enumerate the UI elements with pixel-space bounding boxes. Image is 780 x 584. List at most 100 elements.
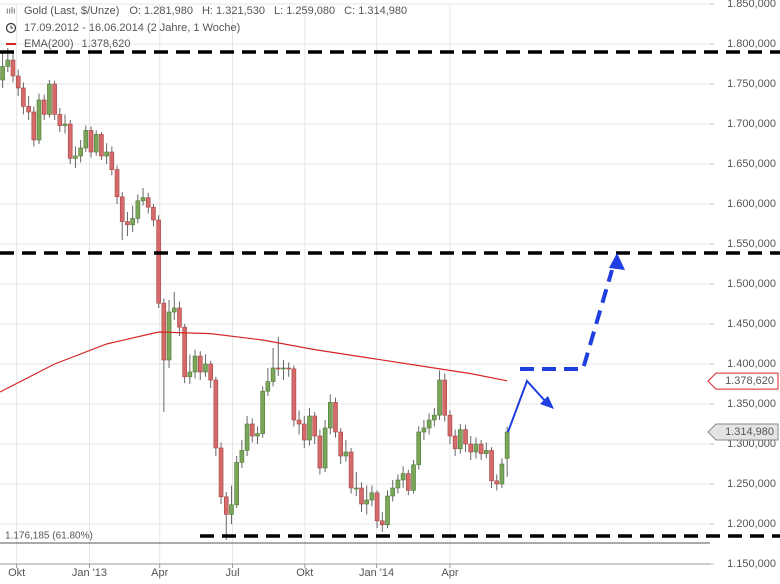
candle-body <box>52 83 57 115</box>
candle-body <box>109 151 115 170</box>
candle-body <box>140 197 146 202</box>
candle-body <box>255 433 260 437</box>
arrow-head <box>540 396 554 409</box>
candle-body <box>348 451 354 489</box>
instrument: Gold (Last, $/Unze) <box>24 5 119 17</box>
candle-body <box>67 123 73 159</box>
candle-body <box>265 381 271 392</box>
candle-body <box>499 463 505 485</box>
fib-label: 1.176,185 (61.80%) <box>5 531 93 542</box>
x-tick-label: Apr <box>441 567 458 579</box>
candle-body <box>171 307 177 313</box>
candle-body <box>312 415 317 437</box>
candle-body <box>93 134 99 153</box>
arrow-head <box>609 253 625 270</box>
y-tick-label: 1.250,000 <box>727 478 776 490</box>
candle-body <box>322 427 328 469</box>
candle-body <box>234 462 239 506</box>
candle-body <box>432 414 437 421</box>
candle-body <box>151 206 156 221</box>
candle-body <box>197 355 203 373</box>
candle-body <box>218 447 224 498</box>
x-tick-label: Jan '14 <box>359 567 394 579</box>
candle-body <box>73 155 78 159</box>
candle-body <box>380 520 385 526</box>
y-tick-label: 1.350,000 <box>727 398 776 410</box>
candle-body <box>421 427 427 433</box>
candle-body <box>327 402 333 429</box>
candle-body <box>286 367 291 370</box>
candle-body <box>364 499 370 505</box>
y-tick-label: 1.750,000 <box>727 78 776 90</box>
candle-body <box>192 355 198 373</box>
dashed-arrow <box>520 269 614 371</box>
candle-body <box>385 495 390 526</box>
ohlc-value: C: 1.314,980 <box>344 5 407 17</box>
candle-body <box>317 435 323 469</box>
y-tick-label: 1.400,000 <box>727 358 776 370</box>
candle-body <box>47 83 52 115</box>
ema-line <box>0 331 508 393</box>
candle-body <box>291 368 297 421</box>
candle-body <box>88 130 94 153</box>
legend-value: 1.378,620 <box>82 38 131 50</box>
candle-body <box>119 196 125 222</box>
candle-body <box>494 480 500 485</box>
candle-body <box>484 450 489 454</box>
candle-body <box>437 379 442 416</box>
candle-body <box>468 443 474 453</box>
candle-body <box>395 479 401 489</box>
annotations <box>0 50 780 538</box>
candle-body <box>156 219 161 304</box>
candle-body <box>249 423 255 437</box>
candle-body <box>187 371 193 378</box>
candle-body <box>296 419 302 425</box>
candle-body <box>177 307 182 328</box>
candle-body <box>229 504 234 515</box>
candle-body <box>10 59 16 77</box>
y-tick-label: 1.550,000 <box>727 238 776 250</box>
candle-body <box>260 390 265 434</box>
date-range: 17.09.2012 - 16.06.2014 (2 Jahre, 1 Woch… <box>24 22 240 34</box>
y-tick-label: 1.600,000 <box>727 198 776 210</box>
candle-body <box>426 419 432 429</box>
candle-body <box>213 379 219 449</box>
candle-body <box>104 151 109 157</box>
y-tick-label: 1.200,000 <box>727 518 776 530</box>
candle-body <box>473 443 479 453</box>
candle-body <box>5 59 11 67</box>
candle-body <box>400 473 406 481</box>
candle-body <box>411 464 416 491</box>
candle-body <box>281 367 286 370</box>
logo: ıılı <box>6 5 16 15</box>
y-tick-label: 1.700,000 <box>727 118 776 130</box>
candle-body <box>447 414 453 437</box>
price-badge <box>707 423 779 441</box>
candle-body <box>359 487 364 505</box>
candle-body <box>239 450 245 463</box>
candle-body <box>463 429 468 445</box>
candle-body <box>0 66 5 81</box>
candle-body <box>338 431 343 457</box>
candle-body <box>489 450 494 482</box>
candle-body <box>354 487 359 490</box>
y-tick-label: 1.650,000 <box>727 158 776 170</box>
candle-body <box>135 200 141 219</box>
candle-body <box>78 147 83 157</box>
candle-body <box>21 87 26 107</box>
x-tick-label: Okt <box>8 567 25 579</box>
candle-body <box>203 363 208 373</box>
candle-body <box>36 99 42 141</box>
candle-body <box>275 367 281 370</box>
candle-body <box>41 99 47 115</box>
candle-body <box>26 106 31 113</box>
candle-body <box>452 435 458 450</box>
candle-body <box>416 431 422 466</box>
x-tick-label: Jan '13 <box>72 567 107 579</box>
candle-body <box>307 415 312 441</box>
candle-body <box>369 492 375 501</box>
y-tick-label: 1.800,000 <box>727 38 776 50</box>
ohlc-value: O: 1.281,980 <box>129 5 193 17</box>
